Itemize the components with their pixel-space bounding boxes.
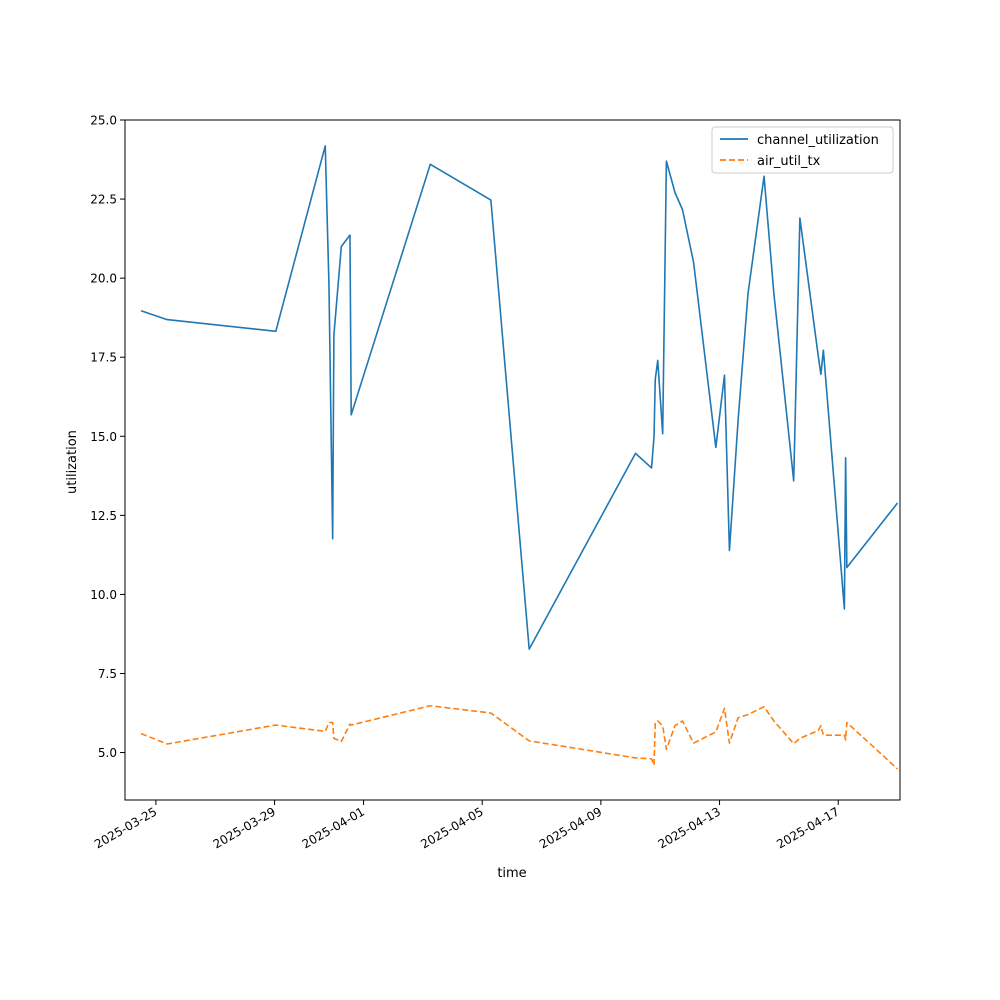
y-tick-label: 10.0	[90, 588, 117, 602]
legend-box	[711, 126, 894, 174]
plot-series	[140, 145, 899, 770]
y-tick-label: 22.5	[90, 193, 117, 207]
y-tick-label: 12.5	[90, 509, 117, 523]
y-tick-label: 7.5	[98, 667, 117, 681]
y-tick-label: 25.0	[90, 114, 117, 128]
y-tick-label: 15.0	[90, 430, 117, 444]
legend: channel_utilization air_util_tx	[711, 126, 894, 174]
y-tick-label: 20.0	[90, 272, 117, 286]
series-line-channel-utilization	[140, 145, 899, 650]
series-line-air-util-tx	[140, 704, 899, 770]
y-axis-ticks: 5.0 7.5 10.0 12.5 15.0 17.5 20.0 22.5 25.0	[90, 114, 125, 760]
legend-label-air-util-tx: air_util_tx	[757, 154, 821, 169]
x-axis-label: time	[497, 866, 526, 881]
y-tick-label: 17.5	[90, 351, 117, 365]
y-tick-label: 5.0	[98, 746, 117, 760]
legend-label-channel-utilization: channel_utilization	[757, 133, 879, 148]
y-axis-label: utilization	[65, 430, 80, 494]
plot-frame	[124, 119, 901, 801]
